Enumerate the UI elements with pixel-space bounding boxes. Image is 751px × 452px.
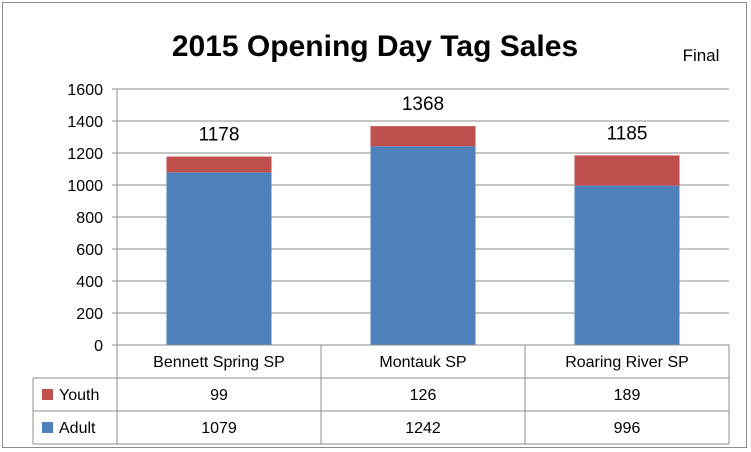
- table-cell: 996: [614, 420, 641, 437]
- bar-youth: [370, 126, 476, 147]
- total-label: 1185: [607, 123, 648, 144]
- chart-frame: 2015 Opening Day Tag Sales Final 0 200 400…: [2, 2, 747, 448]
- legend-label-youth: Youth: [59, 387, 99, 404]
- table-cell: 1242: [405, 420, 441, 437]
- y-tick-label: 1000: [67, 178, 103, 195]
- table-cell: 126: [410, 387, 437, 404]
- y-tick-label: 200: [76, 306, 103, 323]
- bar-adult: [574, 185, 680, 345]
- data-table: Bennett Spring SP Montauk SP Roaring River…: [32, 344, 730, 445]
- table-cell: 1079: [201, 420, 237, 437]
- total-labels: 1178 1368 1185: [199, 94, 648, 145]
- bar-youth: [166, 156, 272, 173]
- table-cell: 99: [210, 387, 228, 404]
- total-label: 1368: [402, 94, 444, 115]
- bar-adult: [370, 146, 476, 345]
- chart-note: Final: [683, 46, 720, 65]
- y-tick-label: 1200: [67, 146, 103, 163]
- bar-youth: [574, 155, 680, 186]
- y-tick-label: 1400: [67, 114, 103, 131]
- legend-swatch-adult: [42, 422, 53, 433]
- table-cell: 189: [614, 387, 641, 404]
- total-label: 1178: [199, 125, 240, 146]
- legend-label-adult: Adult: [59, 420, 96, 437]
- legend-swatch-youth: [42, 389, 53, 400]
- y-tick-label: 0: [94, 338, 103, 355]
- chart-title: 2015 Opening Day Tag Sales: [172, 30, 578, 63]
- y-tick-label: 1600: [67, 82, 103, 99]
- chart: 2015 Opening Day Tag Sales Final 0 200 400…: [32, 30, 730, 445]
- category-label: Roaring River SP: [565, 354, 689, 371]
- bars: [166, 126, 680, 345]
- y-tick-label: 600: [76, 242, 103, 259]
- category-label: Bennett Spring SP: [153, 354, 285, 371]
- y-tick-label: 400: [76, 274, 103, 291]
- category-label: Montauk SP: [379, 354, 466, 371]
- y-axis: 0 200 400 600 800 1000 1200 1400 1600: [67, 82, 118, 355]
- y-tick-label: 800: [76, 210, 103, 227]
- bar-adult: [166, 172, 272, 345]
